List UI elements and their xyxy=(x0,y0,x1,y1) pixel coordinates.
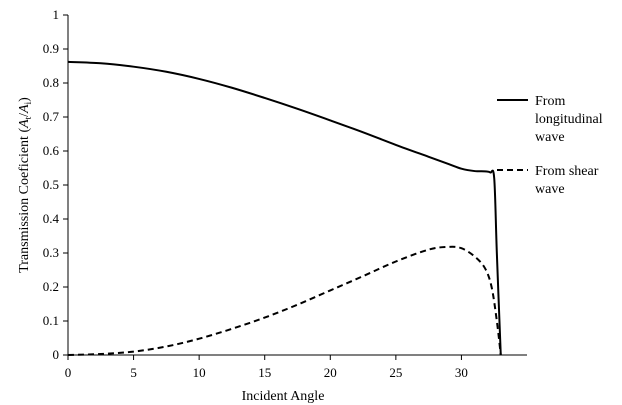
y-tick-label: 0.5 xyxy=(43,177,59,192)
y-tick-label: 0 xyxy=(53,347,60,362)
legend-label: wave xyxy=(535,182,565,197)
x-tick-label: 10 xyxy=(193,365,206,380)
legend-label: wave xyxy=(535,130,565,145)
series-line-longitudinal xyxy=(67,60,502,356)
x-tick-label: 0 xyxy=(65,365,72,380)
plot-area: 0 0.1 0.2 0.3 0.4 0.5 0.6 0.7 0.8 0.9 1 0 5 10 15 20 25… xyxy=(43,7,527,380)
series-layer xyxy=(67,60,502,356)
y-tick-label: 0.2 xyxy=(43,279,59,294)
y-axis-ticks: 0 0.1 0.2 0.3 0.4 0.5 0.6 0.7 0.8 0.9 1 xyxy=(43,7,68,362)
y-tick-label: 0.9 xyxy=(43,41,59,56)
legend-entry-shear: From shear wave xyxy=(497,164,599,197)
x-tick-label: 5 xyxy=(130,365,137,380)
legend-label: longitudinal xyxy=(535,112,603,127)
x-tick-label: 30 xyxy=(455,365,468,380)
y-tick-label: 0.6 xyxy=(43,143,60,158)
x-axis-title: Incident Angle xyxy=(242,389,325,404)
y-tick-label: 0.8 xyxy=(43,75,59,90)
y-tick-label: 0.7 xyxy=(43,109,60,124)
legend-label: From xyxy=(535,94,565,109)
y-tick-label: 0.4 xyxy=(43,211,60,226)
x-axis-ticks: 0 5 10 15 20 25 30 xyxy=(65,355,468,380)
legend-label: From shear xyxy=(535,164,599,179)
y-tick-label: 1 xyxy=(53,7,60,22)
series-line-shear xyxy=(67,245,502,356)
y-axis-title: Transmission Coeficient (At/Ai) xyxy=(17,97,33,273)
x-tick-label: 25 xyxy=(389,365,402,380)
y-tick-label: 0.3 xyxy=(43,245,59,260)
y-tick-label: 0.1 xyxy=(43,313,59,328)
legend: From longitudinal wave From shear wave xyxy=(497,94,603,197)
x-tick-label: 20 xyxy=(324,365,337,380)
legend-entry-longitudinal: From longitudinal wave xyxy=(497,94,603,145)
x-tick-label: 15 xyxy=(258,365,271,380)
